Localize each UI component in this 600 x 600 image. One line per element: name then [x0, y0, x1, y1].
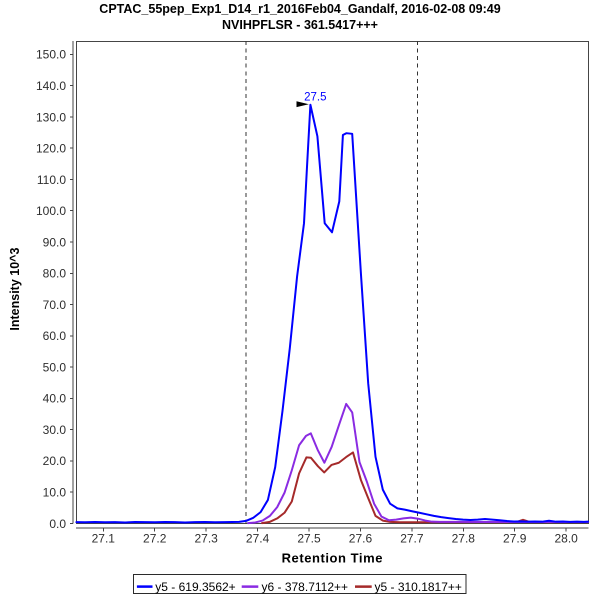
svg-text:y6 - 378.7112++: y6 - 378.7112++ [262, 580, 349, 594]
svg-text:110.0: 110.0 [37, 173, 66, 187]
svg-text:y5 - 619.3562+: y5 - 619.3562+ [155, 580, 235, 594]
svg-text:50.0: 50.0 [43, 360, 67, 374]
svg-text:27.9: 27.9 [503, 532, 527, 546]
svg-text:27.7: 27.7 [400, 532, 424, 546]
svg-text:27.4: 27.4 [246, 532, 270, 546]
svg-text:90.0: 90.0 [43, 235, 67, 249]
svg-text:27.8: 27.8 [452, 532, 476, 546]
svg-text:120.0: 120.0 [36, 142, 66, 156]
svg-text:27.1: 27.1 [92, 532, 116, 546]
svg-text:27.5: 27.5 [297, 532, 321, 546]
svg-text:150.0: 150.0 [36, 48, 66, 62]
svg-text:27.5: 27.5 [304, 92, 326, 104]
svg-text:80.0: 80.0 [43, 267, 67, 281]
svg-text:y5 - 310.1817++: y5 - 310.1817++ [375, 580, 462, 594]
svg-text:140.0: 140.0 [36, 79, 66, 93]
svg-text:130.0: 130.0 [36, 110, 66, 124]
svg-text:70.0: 70.0 [43, 298, 67, 312]
svg-text:27.6: 27.6 [349, 532, 373, 546]
svg-text:CPTAC_55pep_Exp1_D14_r1_2016Fe: CPTAC_55pep_Exp1_D14_r1_2016Feb04_Gandal… [99, 2, 500, 16]
svg-text:Retention Time: Retention Time [282, 550, 383, 565]
svg-text:30.0: 30.0 [43, 423, 67, 437]
svg-text:0.0: 0.0 [49, 517, 66, 531]
svg-text:60.0: 60.0 [43, 329, 67, 343]
svg-text:27.2: 27.2 [143, 532, 167, 546]
svg-text:100.0: 100.0 [36, 204, 66, 218]
svg-text:20.0: 20.0 [43, 454, 67, 468]
svg-text:27.3: 27.3 [194, 532, 218, 546]
svg-text:40.0: 40.0 [43, 392, 67, 406]
svg-text:28.0: 28.0 [554, 532, 578, 546]
svg-text:Intensity 10^3: Intensity 10^3 [8, 248, 22, 331]
svg-text:NVIHPFLSR - 361.5417+++: NVIHPFLSR - 361.5417+++ [222, 18, 378, 32]
svg-text:10.0: 10.0 [43, 485, 67, 499]
